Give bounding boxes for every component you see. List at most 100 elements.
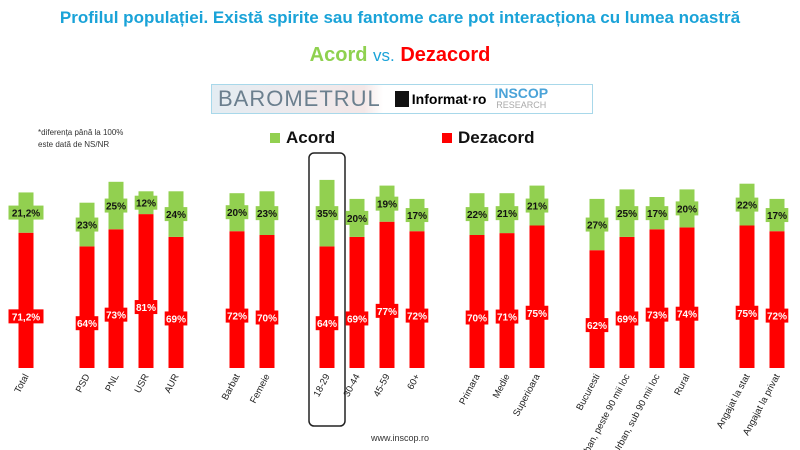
- label-acord-box: [315, 206, 339, 221]
- barometrul-logo: BAROMETRUL: [218, 86, 381, 111]
- bar-dezacord-Medie: [499, 233, 515, 368]
- x-tick-label: PSD: [74, 372, 93, 395]
- x-tick-label: 18-29: [312, 372, 333, 399]
- label-acord: 17%: [647, 209, 667, 220]
- label-acord-box: [465, 207, 489, 222]
- label-dezacord: 69%: [617, 314, 637, 325]
- label-acord-box: [525, 198, 549, 213]
- logo-banner: BAROMETRUL Informat·ro INSCOP RESEARCH: [211, 84, 593, 114]
- label-acord-box: [495, 206, 519, 221]
- label-acord-box: [735, 197, 759, 212]
- label-acord: 21%: [527, 202, 547, 213]
- bar-dezacord-18-29: [319, 246, 335, 368]
- label-acord: 23%: [257, 209, 277, 220]
- bar-dezacord-Angajat la stat: [739, 225, 755, 368]
- label-acord-box: [104, 198, 128, 213]
- label-dezacord: 72%: [407, 312, 427, 323]
- label-dezacord-box: [735, 305, 759, 320]
- footer-url: www.inscop.ro: [370, 433, 430, 443]
- label-acord: 25%: [106, 202, 126, 213]
- x-tick-label: Rural: [672, 372, 692, 397]
- label-dezacord-box: [375, 303, 399, 318]
- bar-dezacord-Urban, sub 90 mii loc: [649, 229, 665, 368]
- label-dezacord-box: [75, 316, 99, 331]
- label-acord-box: [225, 205, 249, 220]
- label-dezacord: 62%: [587, 321, 607, 332]
- x-tick-label: Femeie: [248, 372, 273, 405]
- chart-title: Profilul populației. Există spirite sau …: [59, 8, 741, 27]
- bar-dezacord-Rural: [679, 227, 695, 368]
- label-acord: 23%: [77, 221, 97, 232]
- label-acord: 35%: [317, 209, 337, 220]
- highlight-box: [308, 152, 346, 427]
- bar-dezacord-Femeie: [259, 235, 275, 368]
- informat-logo: Informat·ro: [387, 91, 495, 107]
- label-acord: 21%: [497, 209, 517, 220]
- label-dezacord: 71,2%: [12, 312, 40, 323]
- informat-text: Informat·ro: [411, 91, 487, 107]
- footnote: *diferența până la 100% este dată de NS/N…: [38, 127, 123, 151]
- label-dezacord-box: [495, 309, 519, 324]
- bar-dezacord-AUR: [168, 236, 184, 368]
- label-dezacord-box: [675, 306, 699, 321]
- bar-dezacord-Angajat la privat: [769, 231, 785, 368]
- label-acord-box: [405, 208, 429, 223]
- label-acord-box: [164, 207, 188, 222]
- x-tick-label: Primara: [457, 372, 483, 407]
- legend-acord: Acord: [270, 128, 335, 148]
- inscop-text: INSCOP: [494, 85, 549, 101]
- x-tick-label: Barbat: [220, 372, 243, 402]
- subtitle-dezacord: Dezacord: [400, 44, 491, 66]
- label-acord: 21,2%: [12, 209, 40, 220]
- label-dezacord-box: [225, 308, 249, 323]
- legend-label: Dezacord: [458, 128, 535, 147]
- legend-swatch-dezacord: [442, 133, 452, 143]
- inscop-logo: INSCOP RESEARCH: [494, 85, 549, 111]
- label-acord-box: [765, 208, 789, 223]
- label-dezacord: 64%: [317, 319, 337, 330]
- label-acord: 19%: [377, 200, 397, 211]
- label-acord-box: [615, 206, 639, 221]
- label-dezacord: 72%: [767, 312, 787, 323]
- x-tick-label: Total: [13, 372, 32, 395]
- label-dezacord: 74%: [677, 310, 697, 321]
- bar-dezacord-45-59: [379, 221, 395, 368]
- label-dezacord: 75%: [527, 309, 547, 320]
- bar-dezacord-Urban, peste 90 mii loc: [619, 236, 635, 368]
- label-acord: 17%: [407, 211, 427, 222]
- label-dezacord: 75%: [737, 309, 757, 320]
- label-dezacord-box: [615, 311, 639, 326]
- label-acord: 22%: [737, 201, 757, 212]
- label-dezacord-box: [315, 316, 339, 331]
- research-text: RESEARCH: [496, 100, 547, 110]
- label-acord-box: [645, 206, 669, 221]
- label-dezacord: 70%: [467, 314, 487, 325]
- label-dezacord: 73%: [106, 311, 126, 322]
- x-tick-label: 45-59: [372, 372, 393, 399]
- x-tick-label: AUR: [163, 372, 182, 395]
- label-dezacord: 71%: [497, 313, 517, 324]
- label-dezacord: 72%: [227, 312, 247, 323]
- footnote-line: *diferența până la 100%: [38, 128, 124, 137]
- bar-dezacord-Superioara: [529, 225, 545, 368]
- x-tick-label: 60+: [405, 372, 422, 392]
- x-tick-label: Superioara: [511, 372, 543, 419]
- label-acord-box: [585, 217, 609, 232]
- bar-dezacord-PSD: [79, 246, 95, 368]
- legend-dezacord: Dezacord: [442, 128, 535, 148]
- label-dezacord: 70%: [257, 314, 277, 325]
- label-acord-box: [75, 217, 99, 232]
- label-dezacord: 81%: [136, 303, 156, 314]
- label-dezacord: 69%: [347, 314, 367, 325]
- label-dezacord-box: [765, 308, 789, 323]
- x-tick-label: Bucuresti: [574, 372, 602, 412]
- bar-dezacord-Primara: [469, 235, 485, 368]
- footnote-line: este dată de NS/NR: [38, 140, 110, 149]
- label-acord: 20%: [347, 214, 367, 225]
- label-dezacord: 64%: [77, 319, 97, 330]
- label-acord-box: [345, 210, 369, 225]
- label-dezacord: 73%: [647, 311, 667, 322]
- bar-dezacord-USR: [138, 214, 154, 368]
- x-tick-label: PNL: [103, 372, 121, 393]
